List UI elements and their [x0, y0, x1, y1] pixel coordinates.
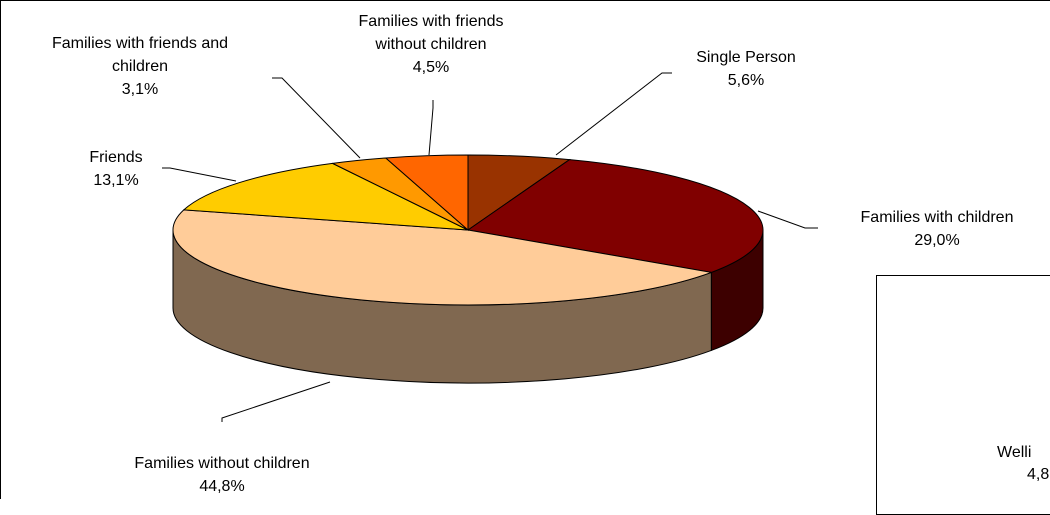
data-label-value-friends: 13,1%: [93, 172, 138, 189]
data-label-name-families-with-friends-and-children: children: [112, 58, 168, 75]
overlapping-chart-panel: Welli 4,8: [876, 275, 1050, 515]
data-label-value-families-with-children: 29,0%: [914, 232, 959, 249]
panel-partial-value: 4,8: [1027, 466, 1049, 484]
leader-line-friends: [162, 168, 236, 181]
data-label-name-families-with-children: Families with children: [861, 209, 1014, 226]
leader-line-single-person: [556, 73, 672, 155]
panel-partial-label: Welli: [997, 444, 1031, 462]
data-label-name-friends: Friends: [89, 149, 142, 166]
data-label-name-families-with-friends-without-children: Families with friends: [359, 13, 504, 30]
data-label-value-families-with-friends-without-children: 4,5%: [413, 59, 449, 76]
pie-tops: [173, 155, 763, 305]
data-label-name-families-without-children: Families without children: [134, 455, 309, 472]
data-label-name-families-with-friends-and-children: Families with friends and: [52, 35, 228, 52]
leader-line-families-with-friends-without-children: [429, 100, 433, 155]
data-label-value-families-with-friends-and-children: 3,1%: [122, 81, 158, 98]
data-label-value-families-without-children: 44,8%: [199, 478, 244, 495]
data-label-value-single-person: 5,6%: [728, 72, 764, 89]
leader-line-families-with-friends-and-children: [272, 78, 360, 158]
data-label-name-families-with-friends-without-children: without children: [374, 36, 486, 53]
leader-line-families-without-children: [222, 382, 330, 422]
data-label-name-single-person: Single Person: [696, 49, 796, 66]
leader-line-families-with-children: [758, 211, 818, 228]
